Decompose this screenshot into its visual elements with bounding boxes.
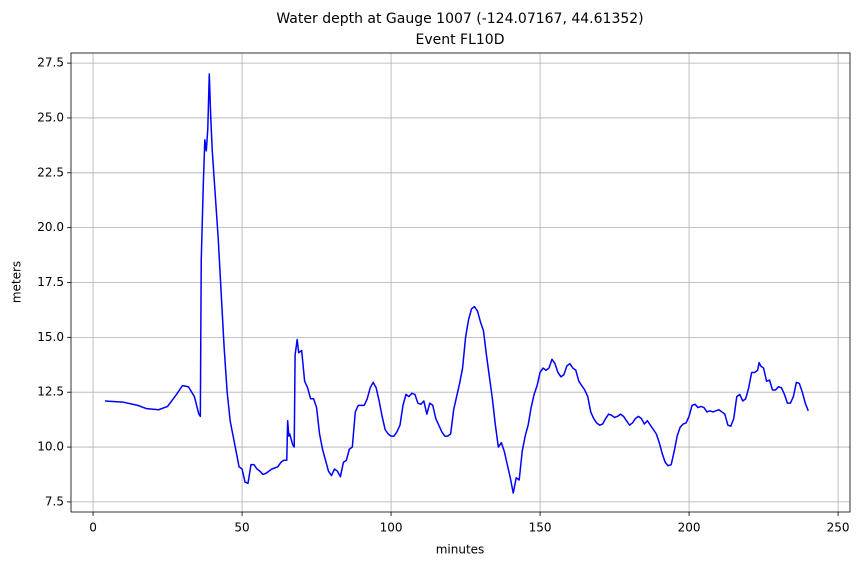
x-tick-label: 200 <box>678 521 701 535</box>
y-tick-label: 17.5 <box>37 275 64 289</box>
y-tick-label: 10.0 <box>37 440 64 454</box>
chart-subtitle: Event FL10D <box>415 32 504 48</box>
x-tick-label: 0 <box>89 521 97 535</box>
chart-title: Water depth at Gauge 1007 (-124.07167, 4… <box>276 11 643 27</box>
y-tick-label: 22.5 <box>37 165 64 179</box>
x-tick-label: 250 <box>827 521 850 535</box>
y-tick-label: 7.5 <box>45 494 64 508</box>
y-tick-label: 12.5 <box>37 385 64 399</box>
x-axis-label: minutes <box>436 543 485 557</box>
x-tick-label: 150 <box>529 521 552 535</box>
y-tick-label: 15.0 <box>37 330 64 344</box>
y-axis-label: meters <box>10 261 24 303</box>
y-tick-label: 27.5 <box>37 56 64 70</box>
data-line <box>104 73 809 494</box>
plot-frame <box>70 52 851 513</box>
y-tick-label: 20.0 <box>37 220 64 234</box>
y-tick-label: 25.0 <box>37 110 64 124</box>
x-tick-label: 50 <box>234 521 249 535</box>
x-tick-label: 100 <box>380 521 403 535</box>
